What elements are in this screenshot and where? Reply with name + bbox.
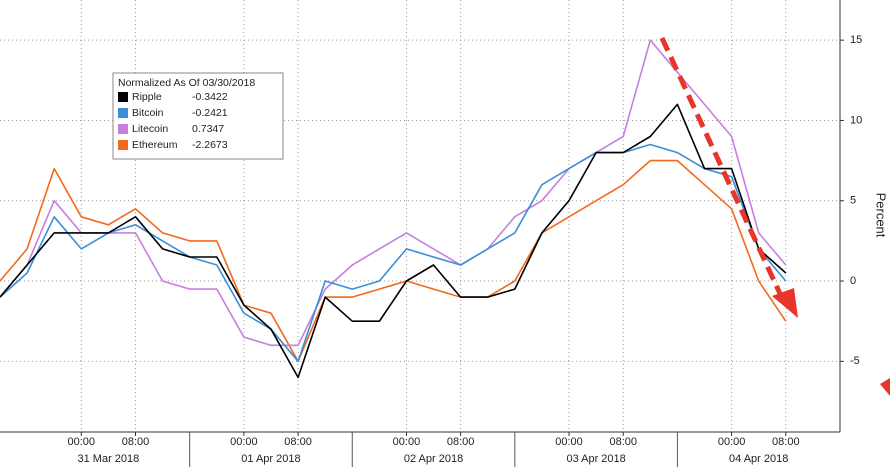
legend-label: Ethereum	[132, 139, 178, 151]
legend: Normalized As Of 03/30/2018 Ripple -0.342…	[112, 72, 284, 160]
date-label: 03 Apr 2018	[566, 453, 625, 465]
legend-swatch	[118, 108, 128, 118]
series-line	[0, 103, 787, 379]
legend-box	[112, 72, 284, 160]
legend-items: Ripple -0.3422 Bitcoin -0.2421 Litecoin 0.734…	[118, 91, 228, 151]
y-tick-label: -5	[850, 355, 860, 367]
legend-label: Litecoin	[132, 123, 168, 135]
legend-title: Normalized As Of 03/30/2018	[118, 77, 255, 89]
series-line	[0, 39, 787, 347]
plot-area	[0, 0, 840, 432]
legend-value: -0.2421	[192, 107, 228, 119]
x-tick-label: 00:00	[68, 436, 96, 448]
date-label: 01 Apr 2018	[241, 453, 300, 465]
x-tick-label: 08:00	[447, 436, 475, 448]
date-label: 04 Apr 2018	[729, 453, 788, 465]
series-line	[0, 159, 787, 363]
y-tick-label: 5	[850, 195, 856, 207]
date-label: 31 Mar 2018	[78, 453, 140, 465]
x-tick-label: 00:00	[393, 436, 421, 448]
arrow-head	[772, 288, 798, 318]
x-tick-label: 00:00	[230, 436, 258, 448]
y-tick-label: 10	[850, 114, 862, 126]
x-tick-label: 08:00	[609, 436, 637, 448]
arrow-fragment	[880, 378, 890, 396]
x-tick-label: 08:00	[122, 436, 150, 448]
y-axis-label: Percent	[874, 193, 889, 238]
legend-value: -0.3422	[192, 91, 228, 103]
x-tick-label: 08:00	[772, 436, 800, 448]
series-line	[0, 143, 787, 363]
arrow-shaft	[659, 36, 785, 300]
y-tick-label: 0	[850, 275, 856, 287]
legend-label: Bitcoin	[132, 107, 164, 119]
legend-value: -2.2673	[192, 139, 228, 151]
legend-swatch	[118, 92, 128, 102]
legend-swatch	[118, 140, 128, 150]
x-tick-label: 00:00	[718, 436, 746, 448]
legend-swatch	[118, 124, 128, 134]
trend-arrow	[659, 36, 890, 396]
y-tick-label: 15	[850, 34, 862, 46]
date-label: 02 Apr 2018	[404, 453, 463, 465]
x-tick-label: 08:00	[284, 436, 312, 448]
legend-value: 0.7347	[192, 123, 224, 135]
x-tick-label: 00:00	[555, 436, 583, 448]
legend-label: Ripple	[132, 91, 162, 103]
